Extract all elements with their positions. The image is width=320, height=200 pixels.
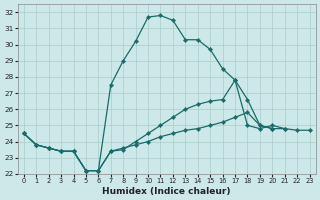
X-axis label: Humidex (Indice chaleur): Humidex (Indice chaleur) [102,187,231,196]
